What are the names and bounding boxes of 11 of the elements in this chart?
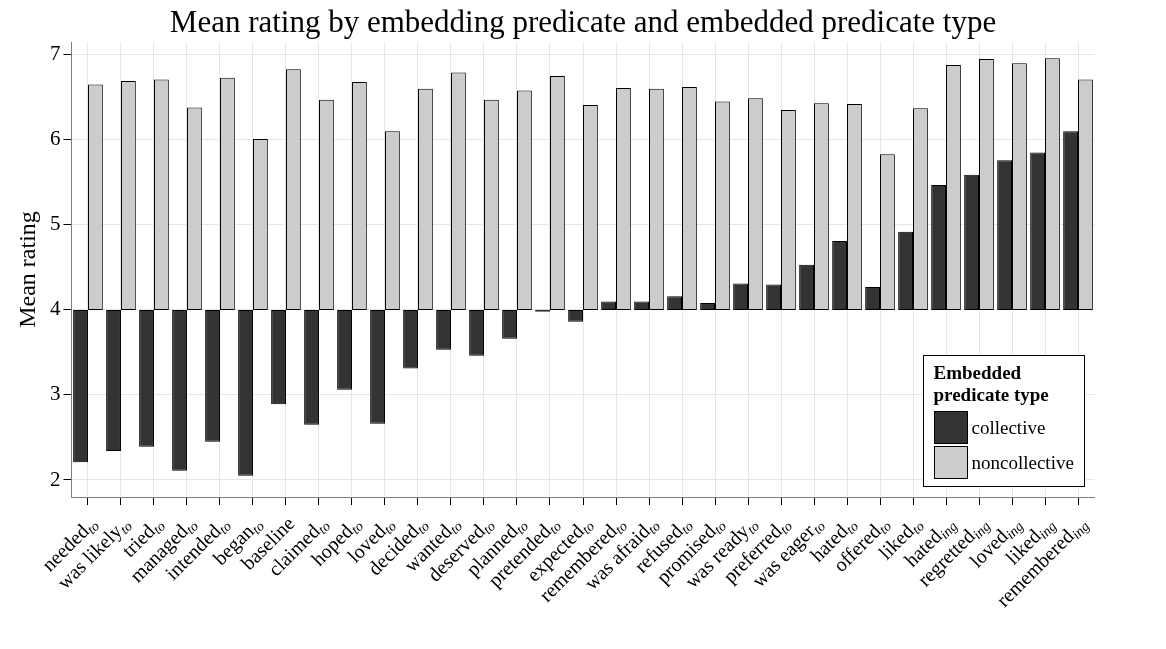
y-tick-label: 2 [49, 466, 61, 491]
legend-label: noncollective [971, 451, 1074, 474]
chart-title: Mean rating by embedding predicate and embedded predicate type [168, 4, 998, 40]
legend-title: Embedded predicate type [933, 362, 1050, 406]
y-tick-label: 5 [49, 211, 61, 236]
legend-label: collective [971, 416, 1046, 439]
y-axis-title: Mean rating [13, 211, 40, 328]
y-tick-label: 3 [49, 381, 61, 406]
y-tick-label: 4 [49, 296, 61, 321]
y-tick-label: 6 [49, 126, 61, 151]
y-tick-label: 7 [49, 41, 61, 66]
